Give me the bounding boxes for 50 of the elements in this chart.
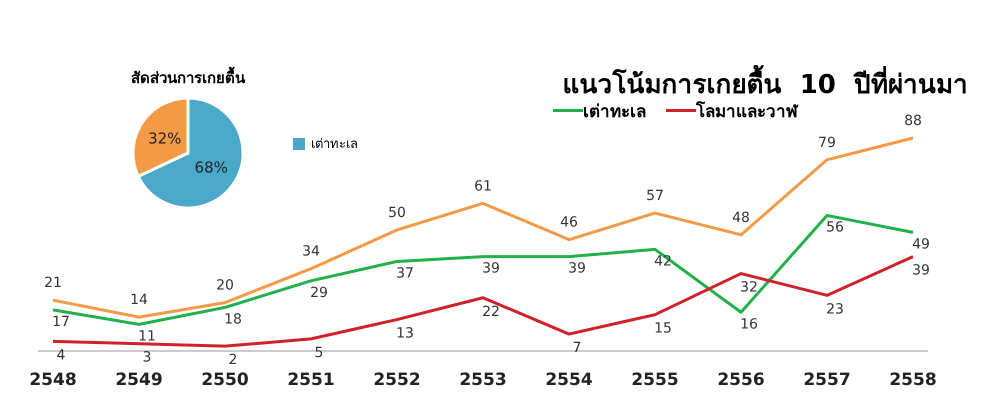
data-label: 39 (482, 260, 500, 277)
data-label: 16 (740, 316, 758, 332)
data-label: 21 (44, 275, 62, 292)
data-label: 22 (482, 304, 500, 320)
data-label: 39 (568, 260, 586, 277)
data-label: 29 (310, 284, 328, 301)
data-label: 50 (388, 204, 406, 221)
data-label: 32 (740, 280, 758, 296)
chart-title: สัดส่วนการเกยตื้น (130, 66, 246, 89)
data-label: 56 (826, 219, 844, 236)
data-label: 14 (130, 292, 148, 308)
data-label: 15 (654, 320, 672, 337)
data-label: 88 (904, 113, 922, 129)
data-label: 3 (142, 350, 152, 366)
data-label: 5 (314, 344, 324, 361)
data-label: 34 (302, 244, 320, 260)
data-label: 42 (654, 253, 672, 270)
data-label: 4 (56, 347, 66, 364)
data-label: 11 (138, 328, 156, 344)
x-tick-label: 2548 (29, 370, 77, 390)
legend-label: เต่าทะเล (311, 136, 358, 154)
data-label: 61 (474, 178, 492, 194)
x-tick-label: 2557 (803, 370, 851, 390)
data-label: 49 (912, 236, 930, 252)
data-label: 37 (396, 265, 414, 282)
data-label: 39 (912, 262, 930, 279)
legend-label: เต่าทะเล (583, 102, 646, 122)
data-label: 2 (228, 352, 238, 368)
x-tick-label: 2555 (631, 370, 679, 390)
x-tick-label: 2549 (115, 370, 163, 390)
data-label: 57 (646, 188, 664, 204)
data-label: 23 (826, 301, 844, 318)
data-label: 20 (216, 278, 234, 294)
data-label: 32% (148, 129, 182, 148)
data-label: 48 (732, 210, 750, 226)
x-tick-label: 2556 (717, 370, 765, 390)
data-label: 18 (224, 311, 242, 328)
data-label: 79 (818, 134, 836, 151)
data-label: 7 (572, 340, 582, 356)
x-tick-label: 2552 (373, 370, 421, 390)
x-tick-label: 2551 (287, 370, 335, 390)
data-label: 13 (396, 326, 414, 342)
data-label: 68% (194, 158, 228, 177)
data-label: 46 (560, 214, 578, 231)
legend-label: โลมาและวาฬ (696, 102, 798, 122)
data-label: 17 (52, 314, 70, 330)
x-tick-label: 2550 (201, 370, 249, 390)
x-tick-label: 2553 (459, 370, 507, 390)
x-tick-label: 2554 (545, 370, 593, 390)
x-tick-label: 2558 (889, 370, 937, 390)
